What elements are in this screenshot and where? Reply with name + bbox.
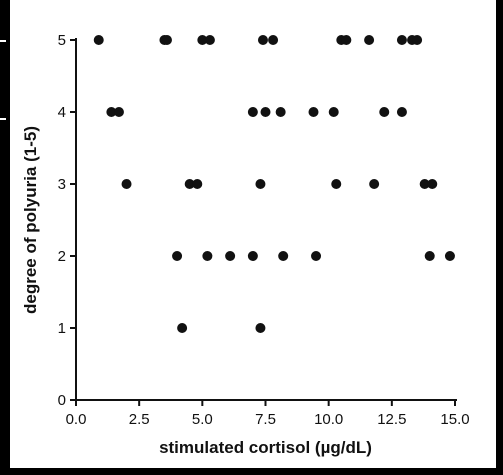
x-axis-ticks: 0.0 2.5 5.0 7.5 10.0 12.5 15.0 — [66, 400, 470, 428]
y-tick-label: 5 — [58, 32, 66, 49]
data-point — [204, 35, 215, 45]
data-point — [427, 179, 438, 189]
data-point — [255, 179, 266, 189]
scatter-chart: 0 1 2 3 4 5 0.0 2.5 5.0 7.5 10.0 12.5 15.0 degree o… — [21, 32, 470, 457]
y-tick-label: 1 — [58, 320, 66, 337]
data-point — [184, 179, 195, 189]
data-point — [197, 35, 208, 45]
data-point — [396, 35, 407, 45]
data-point — [192, 179, 203, 189]
plot-area — [93, 35, 455, 333]
data-point — [177, 323, 188, 333]
data-point — [247, 251, 258, 261]
data-point — [379, 107, 390, 117]
x-tick-label: 12.5 — [377, 411, 406, 428]
data-point — [275, 107, 286, 117]
data-point — [255, 323, 266, 333]
data-point — [369, 179, 380, 189]
x-tick-label: 5.0 — [192, 411, 213, 428]
data-point — [444, 251, 455, 261]
x-tick-label: 10.0 — [314, 411, 343, 428]
x-tick-label: 2.5 — [129, 411, 150, 428]
x-tick-label: 15.0 — [440, 411, 469, 428]
x-tick-label: 0.0 — [66, 411, 87, 428]
data-point — [106, 107, 117, 117]
data-point — [396, 107, 407, 117]
data-point — [268, 35, 279, 45]
data-point — [247, 107, 258, 117]
data-point — [278, 251, 289, 261]
data-point — [419, 179, 430, 189]
x-tick-label: 7.5 — [255, 411, 276, 428]
data-point — [161, 35, 172, 45]
data-point — [311, 251, 322, 261]
y-axis-title: degree of polyuria (1-5) — [21, 126, 40, 314]
data-point — [331, 179, 342, 189]
x-axis-title: stimulated cortisol (µg/dL) — [159, 438, 372, 457]
y-tick-label: 2 — [58, 248, 66, 265]
data-point — [93, 35, 104, 45]
data-point — [260, 107, 271, 117]
data-point — [328, 107, 339, 117]
y-tick-label: 0 — [58, 392, 66, 409]
data-point — [364, 35, 375, 45]
y-axis-ticks: 0 1 2 3 4 5 — [58, 32, 76, 409]
data-point — [424, 251, 435, 261]
data-point — [341, 35, 352, 45]
data-point — [257, 35, 268, 45]
edge-marker — [0, 118, 6, 120]
edge-marker — [0, 40, 6, 42]
y-tick-label: 4 — [58, 104, 66, 121]
chart-panel: 0 1 2 3 4 5 0.0 2.5 5.0 7.5 10.0 12.5 15.0 degree o… — [10, 0, 496, 468]
data-point — [113, 107, 124, 117]
data-point — [225, 251, 236, 261]
data-point — [412, 35, 423, 45]
data-point — [202, 251, 213, 261]
data-point — [308, 107, 319, 117]
data-point — [172, 251, 183, 261]
y-tick-label: 3 — [58, 176, 66, 193]
data-point — [121, 179, 132, 189]
